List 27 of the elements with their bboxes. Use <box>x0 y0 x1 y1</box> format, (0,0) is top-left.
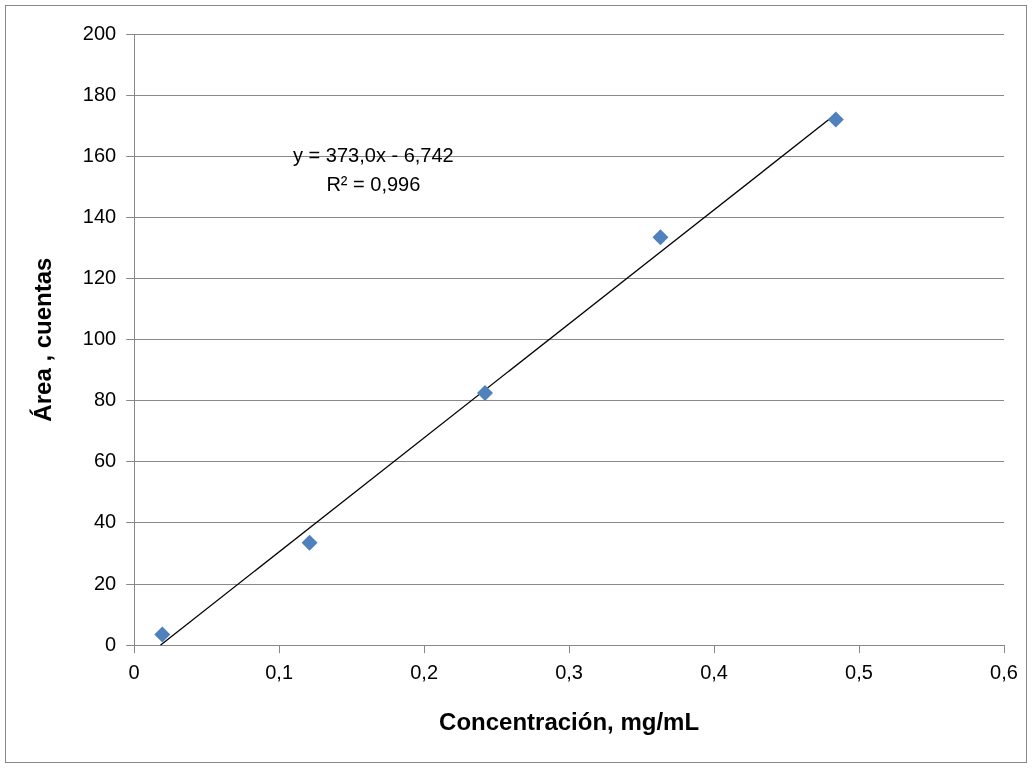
point <box>154 626 171 643</box>
y-tick-label: 120 <box>82 266 117 288</box>
point <box>652 229 669 246</box>
point <box>301 534 318 551</box>
x-axis-title: Concentración, mg/mL <box>439 708 700 736</box>
x-tick-label: 0,3 <box>555 660 583 683</box>
y-tick-label: 140 <box>82 204 117 227</box>
y-tick-label: 80 <box>93 388 117 411</box>
point <box>827 111 844 128</box>
x-tick-label: 0,2 <box>410 660 439 683</box>
y-tick-label: 40 <box>93 510 117 533</box>
y-tick-label: 60 <box>93 449 117 472</box>
y-tick-label: 180 <box>82 82 117 105</box>
point <box>477 385 493 402</box>
y-tick-label: 160 <box>82 143 117 166</box>
y-tick-label: 200 <box>82 21 117 44</box>
y-tick-label: 20 <box>93 571 117 594</box>
x-tick-label: 0,4 <box>700 660 728 683</box>
x-tick-label: 0,1 <box>265 660 294 683</box>
y-tick-label: 100 <box>82 327 117 350</box>
annotation: R² = 0,996 <box>326 172 421 195</box>
x-tick-label: 0,6 <box>990 660 1018 683</box>
x-tick-label: 0 <box>128 660 140 683</box>
y-tick-label: 0 <box>105 632 117 655</box>
annotation: y = 373,0x - 6,742 <box>293 143 454 166</box>
y-axis-title: Área , cuentas <box>29 257 57 422</box>
x-tick-label: 0,5 <box>845 660 873 683</box>
